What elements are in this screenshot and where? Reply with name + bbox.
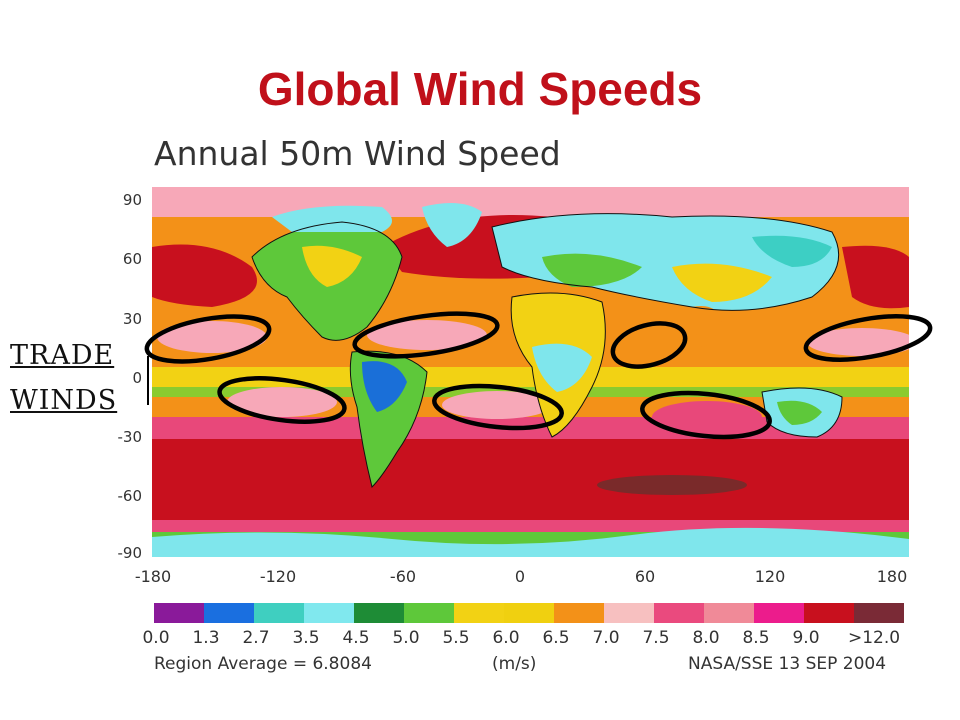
wind-speed-map xyxy=(152,187,909,557)
slide-title: Global Wind Speeds xyxy=(257,63,703,115)
source-label: NASA/SSE 13 SEP 2004 xyxy=(688,654,887,674)
color-scale-swatch xyxy=(504,603,554,623)
trade-winds-label-line2: WINDS xyxy=(10,385,118,416)
color-scale-tick-label: 3.5 xyxy=(292,628,320,648)
color-scale-tick-label: 8.0 xyxy=(692,628,720,648)
lat-label-0: 0 xyxy=(132,369,142,387)
trade-wind-ellipse-2 xyxy=(352,311,500,359)
trade-wind-ellipse-4 xyxy=(803,314,933,362)
color-scale-tick-label: 7.5 xyxy=(642,628,670,648)
color-scale-swatch xyxy=(454,603,504,623)
color-scale-tick-label: 7.0 xyxy=(592,628,620,648)
color-scale-tick-label: 2.7 xyxy=(242,628,270,648)
trade-wind-ellipse-1 xyxy=(144,314,272,364)
trade-winds-label-line1: TRADE xyxy=(10,340,115,371)
lat-label-minus60: -60 xyxy=(117,487,143,505)
color-scale-swatch xyxy=(654,603,704,623)
unit-label: (m/s) xyxy=(492,654,537,674)
color-scale-swatch xyxy=(304,603,354,623)
color-scale-tick-label: 4.5 xyxy=(342,628,370,648)
trade-wind-ellipse-3 xyxy=(610,321,688,369)
color-scale-swatch xyxy=(404,603,454,623)
trade-wind-ellipse-6 xyxy=(432,383,564,431)
color-scale-swatch xyxy=(804,603,854,623)
region-average: Region Average = 6.8084 xyxy=(154,654,372,674)
color-scale-swatch xyxy=(604,603,654,623)
color-scale-bar xyxy=(154,603,904,623)
color-scale-swatch xyxy=(754,603,804,623)
trade-wind-ellipse-5 xyxy=(217,376,347,424)
trade-wind-ellipse-7 xyxy=(640,390,772,440)
wind-speed-map-graphic xyxy=(152,187,909,557)
color-scale-tick-label: 8.5 xyxy=(742,628,770,648)
lon-label-minus120: -120 xyxy=(259,567,297,586)
color-scale-tick-label: 1.3 xyxy=(192,628,220,648)
lon-label-minus60: -60 xyxy=(389,567,417,586)
color-scale-tick-label: 5.0 xyxy=(392,628,420,648)
lat-label-minus30: -30 xyxy=(117,428,143,446)
lon-label-120: 120 xyxy=(754,567,786,586)
lat-label-90: 90 xyxy=(122,191,142,209)
lat-label-60: 60 xyxy=(122,250,142,268)
color-scale-swatch xyxy=(854,603,904,623)
lon-label-0: 0 xyxy=(514,567,526,586)
color-scale-swatch xyxy=(704,603,754,623)
color-scale-tick-label: 5.5 xyxy=(442,628,470,648)
lon-label-180: 180 xyxy=(876,567,908,586)
color-scale-swatch xyxy=(204,603,254,623)
color-scale-tick-label: 6.5 xyxy=(542,628,570,648)
color-scale-swatch xyxy=(254,603,304,623)
map-title: Annual 50m Wind Speed xyxy=(154,134,561,173)
lon-label-60: 60 xyxy=(634,567,656,586)
color-scale-tick-label: 0.0 xyxy=(142,628,170,648)
lon-label-minus180: -180 xyxy=(134,567,172,586)
lat-label-minus90: -90 xyxy=(117,544,143,562)
color-scale-swatch xyxy=(354,603,404,623)
color-scale-tick-label: >12.0 xyxy=(847,628,901,648)
color-scale-swatch xyxy=(554,603,604,623)
color-scale-tick-label: 9.0 xyxy=(792,628,820,648)
color-scale-tick-label: 6.0 xyxy=(492,628,520,648)
lat-label-30: 30 xyxy=(122,310,142,328)
color-scale-swatch xyxy=(154,603,204,623)
